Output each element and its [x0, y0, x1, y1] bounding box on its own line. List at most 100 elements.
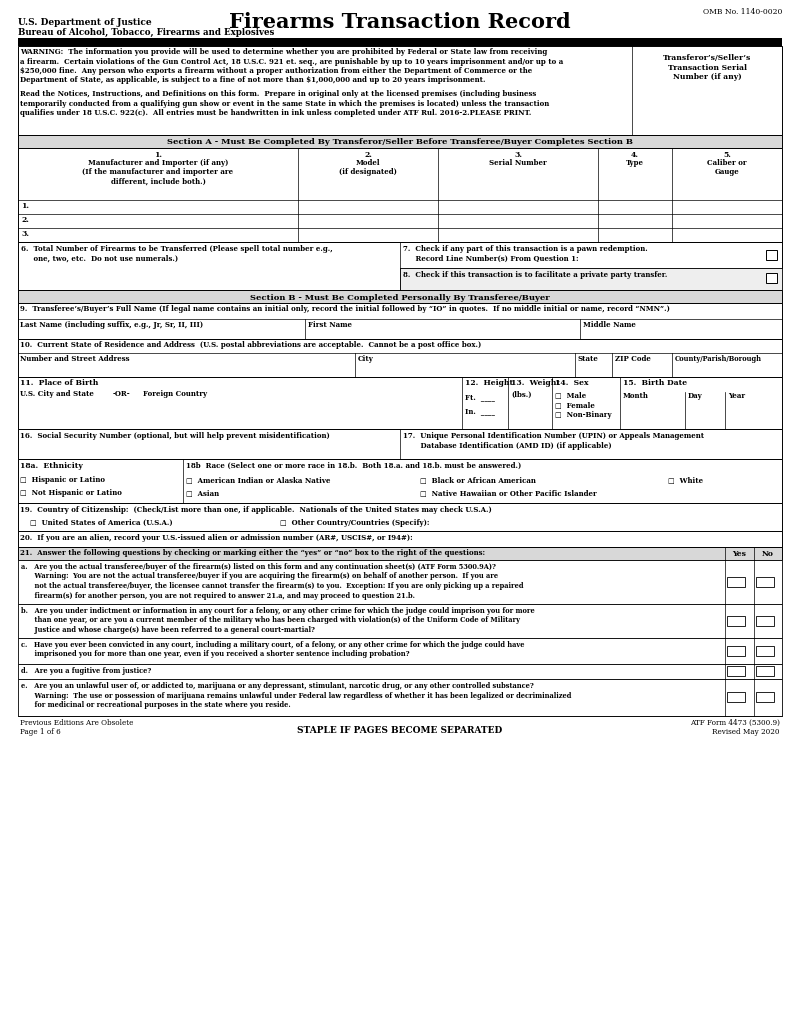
Text: WARNING:  The information you provide will be used to determine whether you are : WARNING: The information you provide wil… [20, 48, 547, 56]
Text: 18b  Race (Select one or more race in 18.b.  Both 18.a. and 18.b. must be answer: 18b Race (Select one or more race in 18.… [186, 462, 522, 470]
Text: 3.: 3. [21, 230, 29, 238]
Text: State: State [578, 355, 599, 363]
Text: 3.: 3. [514, 151, 522, 159]
Bar [18, 38, 782, 46]
Bar [756, 576, 774, 587]
Text: a firearm.  Certain violations of the Gun Control Act, 18 U.S.C. 921 et. seq., a: a firearm. Certain violations of the Gun… [20, 58, 563, 65]
Text: Year: Year [728, 392, 745, 400]
Text: Model
(if designated): Model (if designated) [339, 159, 397, 177]
Text: □  Asian: □ Asian [186, 489, 219, 497]
Text: 7.  Check if any part of this transaction is a pawn redemption.
     Record Line: 7. Check if any part of this transaction… [403, 245, 648, 263]
Bar [18, 46, 782, 135]
Text: 4.: 4. [631, 151, 639, 159]
Text: □  Native Hawaiian or Other Pacific Islander: □ Native Hawaiian or Other Pacific Islan… [420, 489, 597, 497]
Text: County/Parish/Borough: County/Parish/Borough [675, 355, 762, 363]
Bar [18, 679, 782, 716]
Text: □  Female: □ Female [555, 401, 595, 409]
Text: Previous Editions Are Obsolete: Previous Editions Are Obsolete [20, 719, 134, 727]
Text: □  Non-Binary: □ Non-Binary [555, 411, 612, 419]
Text: 16.  Social Security Number (optional, but will help prevent misidentification): 16. Social Security Number (optional, bu… [20, 432, 330, 440]
Text: □  Black or African American: □ Black or African American [420, 476, 536, 484]
Text: 20.  If you are an alien, record your U.S.-issued alien or admission number (AR#: 20. If you are an alien, record your U.S… [20, 534, 413, 542]
Text: (lbs.): (lbs.) [511, 391, 531, 400]
Text: □  Hispanic or Latino: □ Hispanic or Latino [20, 476, 105, 484]
Text: 11.  Place of Birth: 11. Place of Birth [20, 379, 98, 387]
Text: 21.  Answer the following questions by checking or marking either the “yes” or “: 21. Answer the following questions by ch… [20, 549, 485, 557]
Text: Department of State, as applicable, is subject to a fine of not more than $1,000: Department of State, as applicable, is s… [20, 77, 486, 85]
Text: Last Name (including suffix, e.g., Jr, Sr, II, III): Last Name (including suffix, e.g., Jr, S… [20, 321, 203, 329]
Text: temporarily conducted from a qualifying gun show or event in the same State in w: temporarily conducted from a qualifying … [20, 99, 550, 108]
Bar [18, 531, 782, 548]
Text: 18a.  Ethnicity: 18a. Ethnicity [20, 462, 82, 470]
Text: d.   Are you a fugitive from justice?: d. Are you a fugitive from justice? [21, 667, 151, 675]
Text: qualifies under 18 U.S.C. 922(c).  All entries must be handwritten in ink unless: qualifies under 18 U.S.C. 922(c). All en… [20, 109, 531, 117]
Text: Type: Type [626, 159, 644, 167]
Text: c.   Have you ever been convicted in any court, including a military court, of a: c. Have you ever been convicted in any c… [21, 641, 525, 658]
Text: 2.: 2. [364, 151, 372, 159]
Text: 1.: 1. [21, 202, 29, 210]
Text: $250,000 fine.  Any person who exports a firearm without a proper authorization : $250,000 fine. Any person who exports a … [20, 67, 532, 75]
Text: □  United States of America (U.S.A.): □ United States of America (U.S.A.) [30, 519, 173, 527]
Text: U.S. City and State: U.S. City and State [20, 390, 94, 398]
Text: ATF Form 4473 (5300.9): ATF Form 4473 (5300.9) [690, 719, 780, 727]
Bar [18, 339, 782, 377]
Text: STAPLE IF PAGES BECOME SEPARATED: STAPLE IF PAGES BECOME SEPARATED [298, 726, 502, 735]
Text: 5.: 5. [723, 151, 731, 159]
Text: Serial Number: Serial Number [489, 159, 547, 167]
Text: -OR-: -OR- [113, 390, 130, 398]
Bar [18, 148, 782, 242]
Text: ZIP Code: ZIP Code [615, 355, 651, 363]
Text: OMB No. 1140-0020: OMB No. 1140-0020 [702, 8, 782, 16]
Text: Section A - Must Be Completed By Transferor/Seller Before Transferee/Buyer Compl: Section A - Must Be Completed By Transfe… [167, 139, 633, 147]
Bar [727, 692, 745, 702]
Text: Page 1 of 6: Page 1 of 6 [20, 728, 61, 736]
Bar [756, 692, 774, 702]
Text: □  Not Hispanic or Latino: □ Not Hispanic or Latino [20, 489, 122, 497]
Text: Foreign Country: Foreign Country [143, 390, 207, 398]
Bar [18, 560, 782, 604]
Text: 17.  Unique Personal Identification Number (UPIN) or Appeals Management
       D: 17. Unique Personal Identification Numbe… [403, 432, 704, 449]
Text: □  Male: □ Male [555, 391, 586, 400]
Bar [766, 250, 777, 260]
Text: Month: Month [623, 392, 649, 400]
Text: Bureau of Alcohol, Tobacco, Firearms and Explosives: Bureau of Alcohol, Tobacco, Firearms and… [18, 28, 274, 37]
Text: 13.  Weight: 13. Weight [511, 379, 560, 387]
Text: Yes: Yes [733, 550, 746, 558]
Bar [18, 135, 782, 148]
Text: 8.  Check if this transaction is to facilitate a private party transfer.: 8. Check if this transaction is to facil… [403, 271, 667, 279]
Text: e.   Are you an unlawful user of, or addicted to, marijuana or any depressant, s: e. Are you an unlawful user of, or addic… [21, 682, 571, 709]
Text: 14.  Sex: 14. Sex [555, 379, 589, 387]
Text: 9.  Transferee’s/Buyer’s Full Name (If legal name contains an initial only, reco: 9. Transferee’s/Buyer’s Full Name (If le… [20, 305, 670, 313]
Bar [18, 377, 782, 428]
Bar [727, 646, 745, 656]
Bar [18, 503, 782, 531]
Text: Number and Street Address: Number and Street Address [20, 355, 130, 363]
Text: Firearms Transaction Record: Firearms Transaction Record [229, 12, 571, 32]
Text: Revised May 2020: Revised May 2020 [713, 728, 780, 736]
Text: Day: Day [688, 392, 702, 400]
Text: □  American Indian or Alaska Native: □ American Indian or Alaska Native [186, 476, 330, 484]
Bar [18, 428, 782, 459]
Text: □  Other Country/Countries (Specify):: □ Other Country/Countries (Specify): [280, 519, 430, 527]
Bar [18, 459, 782, 503]
Bar [18, 303, 782, 339]
Text: b.   Are you under indictment or information in any court for a felony, or any o: b. Are you under indictment or informati… [21, 607, 534, 634]
Text: 1.: 1. [154, 151, 162, 159]
Bar [727, 576, 745, 587]
Text: In.  ____: In. ____ [465, 407, 495, 415]
Bar [727, 616, 745, 626]
Bar [18, 638, 782, 664]
Text: 15.  Birth Date: 15. Birth Date [623, 379, 687, 387]
Bar [18, 664, 782, 679]
Text: Read the Notices, Instructions, and Definitions on this form.  Prepare in origin: Read the Notices, Instructions, and Defi… [20, 90, 536, 98]
Text: First Name: First Name [308, 321, 352, 329]
Text: Ft.  ____: Ft. ____ [465, 393, 495, 401]
Text: 10.  Current State of Residence and Address  (U.S. postal abbreviations are acce: 10. Current State of Residence and Addre… [20, 341, 482, 349]
Text: □  White: □ White [668, 476, 703, 484]
Bar [18, 242, 782, 290]
Text: 12.  Height: 12. Height [465, 379, 513, 387]
Bar [756, 666, 774, 676]
Bar [756, 616, 774, 626]
Text: U.S. Department of Justice: U.S. Department of Justice [18, 18, 152, 27]
Text: No: No [762, 550, 774, 558]
